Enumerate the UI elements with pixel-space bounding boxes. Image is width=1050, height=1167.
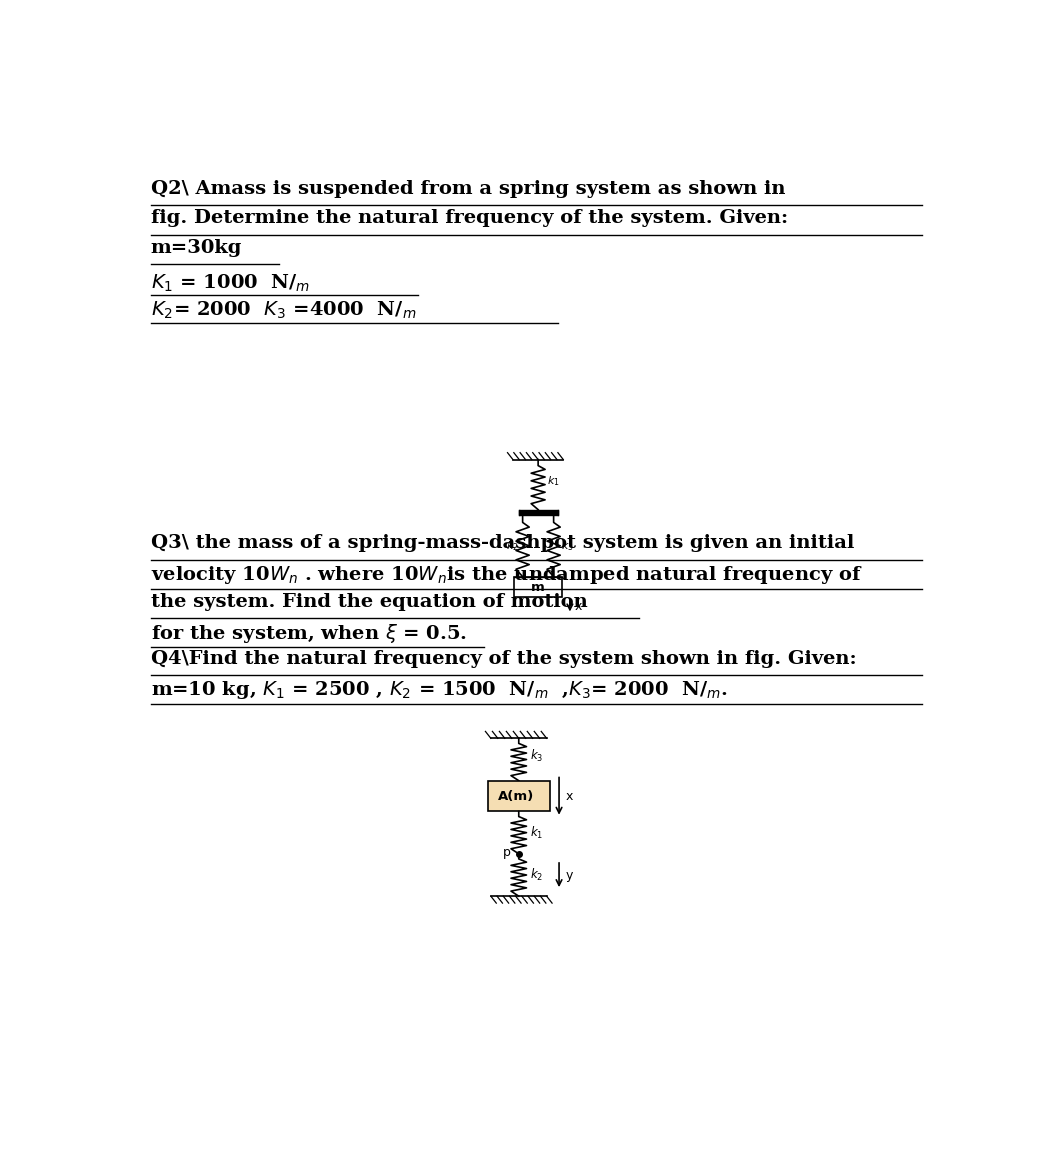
Text: m: m <box>531 580 545 594</box>
Text: the system. Find the equation of motion: the system. Find the equation of motion <box>150 593 587 610</box>
Text: $K_2$= 2000  $K_3$ =4000  $\mathregular{N/}_m$: $K_2$= 2000 $K_3$ =4000 $\mathregular{N/… <box>150 300 416 321</box>
Text: A(m): A(m) <box>498 790 533 803</box>
Bar <box>488 781 550 811</box>
Bar <box>514 576 562 598</box>
Text: Q2\ Amass is suspended from a spring system as shown in: Q2\ Amass is suspended from a spring sys… <box>150 180 785 198</box>
Text: $k_1$: $k_1$ <box>529 825 543 840</box>
Text: p: p <box>503 846 511 859</box>
Text: $k_2$: $k_2$ <box>529 867 543 883</box>
Bar <box>519 510 558 515</box>
Text: y: y <box>565 868 572 881</box>
Text: $k_3$: $k_3$ <box>561 539 573 553</box>
Text: m=10 kg, $K_1$ = 2500 , $K_2$ = 1500  $\mathregular{N/}_m$  ,$K_3$= 2000  $\math: m=10 kg, $K_1$ = 2500 , $K_2$ = 1500 $\m… <box>150 679 728 701</box>
Text: m=30kg: m=30kg <box>150 238 242 257</box>
Text: Q3\ the mass of a spring-mass-dashpot system is given an initial: Q3\ the mass of a spring-mass-dashpot sy… <box>150 534 854 552</box>
Text: x: x <box>565 790 572 803</box>
Text: velocity 10$W_n$ . where 10$W_n$is the undamped natural frequency of: velocity 10$W_n$ . where 10$W_n$is the u… <box>150 564 862 586</box>
Text: Q4\Find the natural frequency of the system shown in fig. Given:: Q4\Find the natural frequency of the sys… <box>150 650 856 668</box>
Text: $k_1$: $k_1$ <box>547 475 560 489</box>
Text: for the system, when $\xi$ = 0.5.: for the system, when $\xi$ = 0.5. <box>150 622 466 645</box>
Text: x: x <box>574 600 582 613</box>
Text: fig. Determine the natural frequency of the system. Given:: fig. Determine the natural frequency of … <box>150 209 788 228</box>
Text: $k_2$: $k_2$ <box>506 539 519 553</box>
Text: $k_3$: $k_3$ <box>529 748 543 764</box>
Text: $K_1$ = 1000  $\mathregular{N/}_m$: $K_1$ = 1000 $\mathregular{N/}_m$ <box>150 272 310 294</box>
